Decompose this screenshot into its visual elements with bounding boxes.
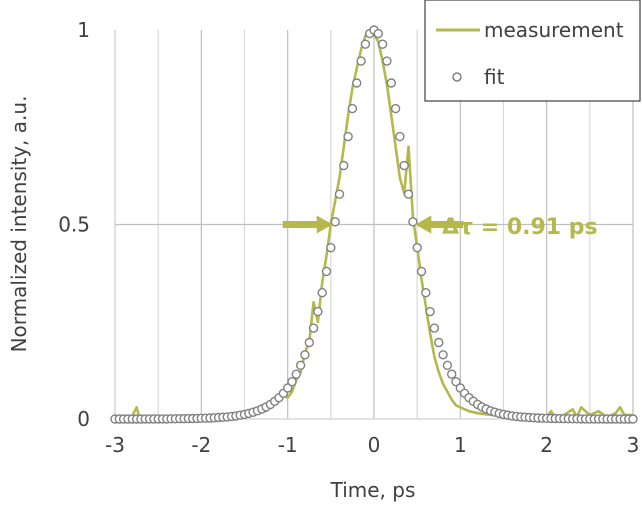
fit-point xyxy=(447,369,457,379)
fit-point xyxy=(377,39,388,49)
fit-point xyxy=(412,242,422,253)
fit-point xyxy=(628,414,638,424)
fit-point xyxy=(386,78,396,88)
fit-point xyxy=(308,323,319,333)
legend: measurement fit xyxy=(424,0,641,102)
fit-point xyxy=(287,377,297,387)
fit-point xyxy=(356,56,366,66)
x-tick-label: 2 xyxy=(540,433,553,457)
fit-point xyxy=(408,217,418,227)
fit-point xyxy=(352,78,362,88)
fit-point xyxy=(395,131,405,142)
fit-point xyxy=(360,39,371,49)
x-tick-label: -2 xyxy=(191,433,211,457)
fwhm-label: Δτ = 0.91 ps xyxy=(442,215,598,240)
fit-point xyxy=(313,306,323,317)
fit-point xyxy=(434,337,444,348)
fit-point xyxy=(382,56,392,66)
fit-point xyxy=(429,323,440,333)
fwhm-arrowhead-left xyxy=(316,215,333,234)
fit-point xyxy=(390,103,401,114)
fit-point xyxy=(283,383,293,393)
legend-box xyxy=(424,0,641,102)
x-tick-label: 3 xyxy=(627,433,640,457)
fit-point xyxy=(451,377,461,387)
fit-point xyxy=(442,360,453,370)
fit-point xyxy=(425,306,435,317)
fwhm-arrowhead-right xyxy=(415,215,432,234)
fit-point xyxy=(304,337,314,348)
fit-point xyxy=(403,189,414,199)
x-tick-label: 0 xyxy=(368,433,381,457)
legend-measurement-label: measurement xyxy=(484,18,624,42)
fit-point xyxy=(373,28,383,39)
fit-point xyxy=(343,131,353,142)
fit-point xyxy=(438,350,448,360)
fit-point xyxy=(300,350,310,360)
fit-point xyxy=(334,189,345,199)
y-tick-label: 0.5 xyxy=(58,213,90,237)
fit-point xyxy=(399,160,409,171)
fit-point xyxy=(416,266,427,277)
x-tick-label: -1 xyxy=(278,433,298,457)
fit-point xyxy=(317,288,327,298)
fit-point xyxy=(326,242,336,253)
y-tick-label: 1 xyxy=(77,18,90,42)
fit-series-markers xyxy=(110,25,638,424)
y-tick-labels: 00.51 xyxy=(58,18,90,431)
fit-point xyxy=(330,217,340,227)
legend-fit-label: fit xyxy=(484,65,505,89)
x-axis-title: Time, ps xyxy=(330,478,416,502)
fit-point xyxy=(291,369,301,379)
x-tick-labels: -3 -2 -1 0 1 2 3 xyxy=(105,433,639,457)
fit-point xyxy=(339,160,349,171)
fit-point xyxy=(321,266,332,277)
fwhm-annotation: Δτ = 0.91 ps xyxy=(282,215,598,240)
fit-point xyxy=(295,360,306,370)
y-tick-label: 0 xyxy=(77,407,90,431)
x-tick-label: -3 xyxy=(105,433,125,457)
fit-point xyxy=(347,103,358,114)
y-axis-title: Normalized intensity, a.u. xyxy=(7,96,31,353)
legend-fit-swatch xyxy=(452,72,462,82)
fit-point xyxy=(421,288,431,298)
x-tick-label: 1 xyxy=(454,433,467,457)
